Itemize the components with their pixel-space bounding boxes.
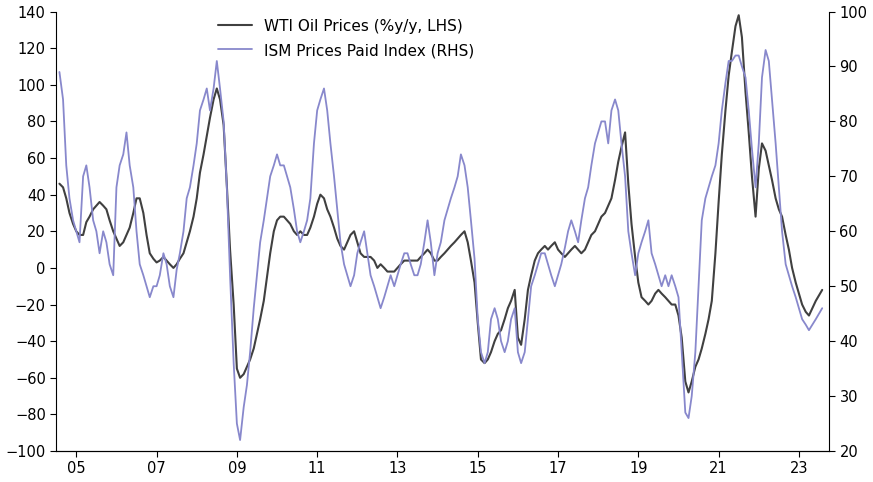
- WTI Oil Prices (%y/y, LHS): [125, 225, 135, 230]
- ISM Prices Paid Index (RHS): [757, 75, 767, 80]
- WTI Oil Prices (%y/y, LHS): [643, 302, 654, 308]
- WTI Oil Prices (%y/y, LHS): [733, 13, 744, 18]
- WTI Oil Prices (%y/y, LHS): [399, 258, 409, 264]
- WTI Oil Prices (%y/y, LHS): [817, 287, 828, 293]
- Line: WTI Oil Prices (%y/y, LHS): WTI Oil Prices (%y/y, LHS): [59, 15, 822, 392]
- Line: ISM Prices Paid Index (RHS): ISM Prices Paid Index (RHS): [59, 50, 822, 440]
- WTI Oil Prices (%y/y, LHS): [760, 148, 771, 154]
- ISM Prices Paid Index (RHS): [54, 69, 65, 75]
- Legend: WTI Oil Prices (%y/y, LHS), ISM Prices Paid Index (RHS): WTI Oil Prices (%y/y, LHS), ISM Prices P…: [218, 19, 475, 58]
- ISM Prices Paid Index (RHS): [646, 250, 656, 256]
- ISM Prices Paid Index (RHS): [760, 47, 771, 53]
- WTI Oil Prices (%y/y, LHS): [54, 181, 65, 187]
- ISM Prices Paid Index (RHS): [125, 162, 135, 168]
- ISM Prices Paid Index (RHS): [375, 305, 386, 311]
- WTI Oil Prices (%y/y, LHS): [372, 265, 382, 271]
- ISM Prices Paid Index (RHS): [817, 305, 828, 311]
- WTI Oil Prices (%y/y, LHS): [684, 389, 694, 395]
- ISM Prices Paid Index (RHS): [402, 250, 413, 256]
- WTI Oil Prices (%y/y, LHS): [439, 250, 450, 256]
- ISM Prices Paid Index (RHS): [443, 206, 453, 212]
- ISM Prices Paid Index (RHS): [235, 437, 245, 443]
